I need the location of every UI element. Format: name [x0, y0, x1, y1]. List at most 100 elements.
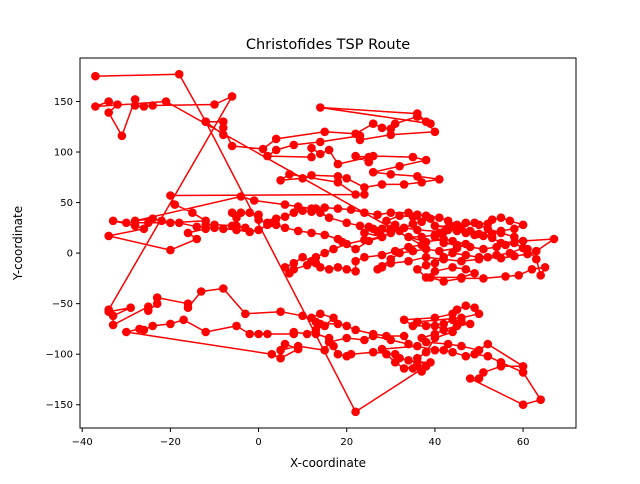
- route-point: [135, 324, 144, 334]
- route-point: [421, 347, 431, 357]
- route-point: [289, 258, 299, 268]
- route-point: [430, 127, 440, 137]
- route-point: [166, 218, 175, 228]
- route-point: [104, 108, 113, 117]
- route-point: [227, 208, 237, 217]
- route-point: [329, 313, 338, 323]
- route-point: [320, 127, 330, 137]
- route-point: [479, 274, 488, 283]
- route-point: [360, 183, 369, 192]
- route-point: [399, 331, 409, 341]
- route-point: [91, 71, 100, 81]
- route-point: [333, 204, 343, 213]
- route-point: [421, 117, 431, 126]
- route-point: [152, 299, 162, 309]
- route-point: [166, 191, 175, 200]
- route-point: [104, 231, 113, 241]
- route-point: [280, 200, 290, 209]
- route-point: [117, 131, 127, 141]
- route-point: [501, 272, 510, 281]
- y-tick-label: 100: [54, 148, 73, 159]
- route-point: [408, 152, 418, 162]
- route-point: [174, 69, 184, 79]
- route-point: [351, 256, 360, 266]
- y-tick-label: 50: [60, 198, 73, 209]
- route-point: [179, 315, 188, 325]
- route-point: [219, 224, 228, 234]
- route-point: [452, 305, 462, 315]
- route-point: [333, 159, 343, 169]
- route-point: [377, 123, 387, 133]
- route-point: [324, 265, 334, 274]
- route-point: [320, 345, 330, 355]
- route-point: [474, 220, 484, 230]
- route-point: [474, 345, 484, 355]
- route-point: [510, 224, 519, 234]
- route-point: [360, 208, 369, 217]
- route-point: [452, 220, 462, 230]
- route-point: [351, 325, 360, 335]
- route-point: [360, 190, 369, 199]
- route-point: [263, 329, 272, 339]
- route-point: [113, 100, 122, 109]
- route-point: [227, 141, 237, 151]
- route-point: [518, 400, 528, 410]
- route-point: [404, 256, 413, 266]
- route-point: [355, 131, 365, 141]
- route-point: [377, 180, 387, 189]
- route-point: [413, 353, 422, 363]
- route-point: [302, 260, 312, 270]
- x-tick-label: 0: [255, 437, 261, 448]
- route-point: [417, 217, 427, 227]
- route-point: [126, 303, 135, 313]
- route-point: [364, 222, 374, 232]
- route-point: [457, 313, 466, 323]
- route-point: [479, 244, 488, 254]
- route-point: [192, 234, 202, 244]
- route-point: [188, 208, 197, 217]
- route-point: [307, 143, 316, 153]
- route-point: [329, 341, 338, 351]
- route-point: [435, 246, 444, 256]
- route-point: [448, 327, 457, 337]
- route-point: [496, 362, 506, 371]
- route-point: [289, 329, 299, 339]
- route-point: [316, 309, 325, 319]
- route-point: [457, 341, 466, 351]
- route-point: [157, 216, 166, 226]
- y-tick-label: −150: [46, 400, 73, 411]
- route-point: [139, 224, 149, 234]
- route-point: [249, 196, 259, 205]
- route-point: [280, 263, 290, 272]
- route-point: [276, 176, 285, 185]
- route-point: [474, 309, 484, 319]
- route-point: [276, 353, 285, 363]
- route-point: [461, 301, 471, 311]
- route-point: [130, 95, 140, 104]
- route-point: [307, 152, 316, 162]
- route-point: [413, 362, 422, 371]
- route-point: [430, 321, 440, 331]
- route-point: [439, 238, 449, 248]
- route-point: [351, 267, 360, 276]
- route-point: [280, 339, 290, 349]
- route-point: [298, 174, 307, 183]
- route-point: [289, 140, 299, 150]
- route-point: [104, 97, 113, 106]
- route-point: [421, 362, 431, 371]
- route-point: [377, 224, 387, 234]
- route-point: [399, 223, 409, 233]
- route-point: [360, 228, 369, 238]
- route-point: [232, 321, 241, 331]
- route-point: [192, 222, 202, 232]
- route-point: [245, 227, 254, 237]
- route-point: [108, 311, 118, 321]
- route-point: [518, 220, 528, 230]
- route-point: [183, 228, 193, 238]
- route-point: [108, 320, 118, 330]
- route-point: [413, 225, 422, 235]
- route-point: [166, 319, 175, 329]
- route-point: [413, 172, 422, 181]
- route-point: [474, 252, 484, 262]
